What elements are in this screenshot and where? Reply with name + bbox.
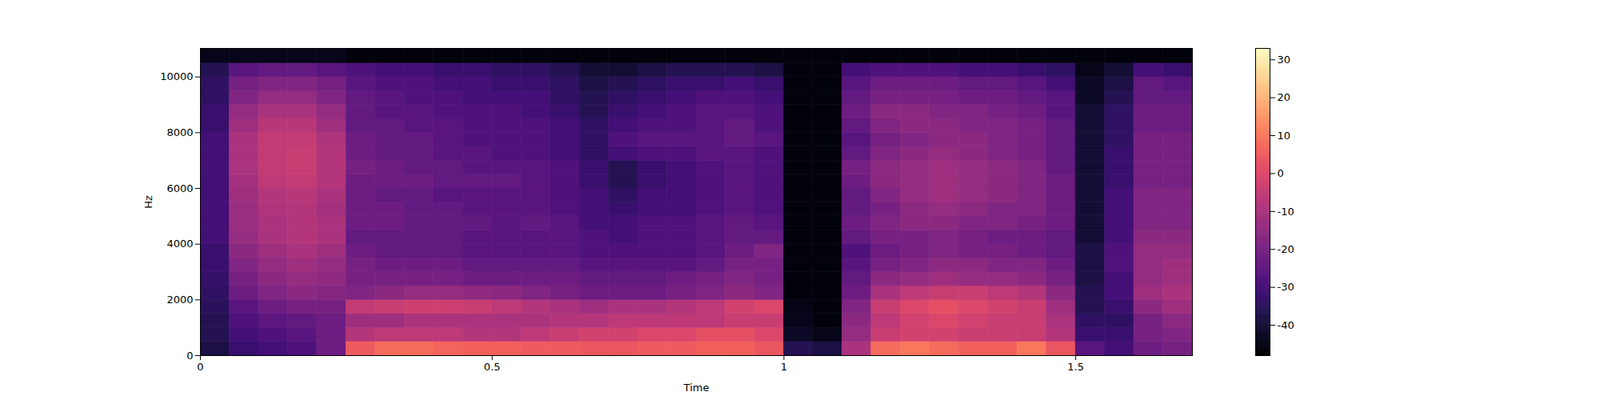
svg-text:0: 0: [186, 349, 193, 362]
svg-text:-40: -40: [1277, 319, 1295, 332]
svg-text:10: 10: [1277, 129, 1292, 142]
svg-text:0.5: 0.5: [484, 360, 501, 373]
svg-text:-20: -20: [1277, 243, 1295, 256]
svg-text:8000: 8000: [166, 126, 193, 139]
svg-text:0: 0: [1277, 167, 1284, 180]
svg-text:-30: -30: [1277, 280, 1295, 293]
svg-text:6000: 6000: [166, 182, 193, 195]
svg-text:0: 0: [196, 360, 204, 373]
svg-text:Hz: Hz: [142, 195, 155, 209]
svg-text:10000: 10000: [160, 70, 193, 83]
svg-text:30: 30: [1277, 53, 1292, 66]
svg-text:4000: 4000: [166, 237, 193, 250]
svg-text:-10: -10: [1277, 205, 1295, 218]
svg-text:2000: 2000: [166, 293, 193, 306]
svg-text:20: 20: [1277, 91, 1292, 104]
svg-text:1.5: 1.5: [1067, 360, 1084, 373]
svg-text:Time: Time: [683, 381, 710, 394]
svg-text:1: 1: [780, 360, 788, 373]
